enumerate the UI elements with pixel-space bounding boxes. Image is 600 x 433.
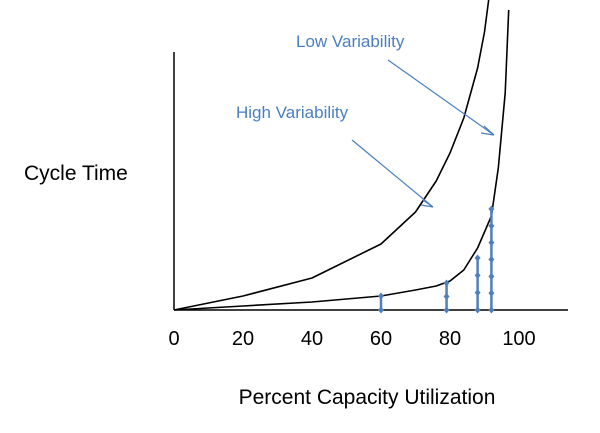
series-line-low-variability: [173, 9, 510, 311]
marker-point: [488, 222, 495, 230]
arrow-high-variability: [351, 139, 434, 208]
marker-point: [488, 272, 495, 280]
x-tick-label: 80: [439, 328, 461, 350]
arrowhead-low-variability: [480, 125, 495, 136]
marker-point: [488, 289, 495, 297]
marker-point: [443, 293, 450, 300]
marker-point: [474, 254, 481, 262]
x-axis-title: Percent Capacity Utilization: [239, 386, 496, 409]
x-tick-label: 100: [502, 328, 535, 350]
marker-point: [488, 239, 495, 247]
x-tick-labels: 0 20 40 60 80 100: [168, 328, 535, 350]
y-axis-title: Cycle Time: [24, 162, 128, 185]
annotation-high-variability: High Variability: [236, 103, 349, 122]
marker-point: [488, 256, 495, 263]
curves: [173, 0, 510, 311]
arrow-low-variability: [387, 59, 495, 136]
marker-point: [488, 306, 495, 314]
x-tick-label: 40: [301, 328, 323, 350]
annotation-low-variability: Low Variability: [296, 32, 405, 51]
marker-point: [378, 292, 384, 300]
x-tick-label: 60: [370, 328, 392, 350]
marker-point: [474, 306, 481, 314]
marker-point: [443, 306, 450, 314]
marker-point: [488, 205, 495, 213]
marker-point: [474, 289, 481, 297]
marker-point: [474, 271, 481, 279]
series-line-high-variability: [173, 0, 490, 311]
x-tick-label: 0: [168, 328, 179, 350]
marker-point: [443, 279, 450, 287]
marker-point: [378, 306, 384, 314]
arrowhead-high-variability: [420, 199, 434, 208]
utilization-markers: [378, 205, 495, 314]
x-tick-label: 20: [232, 328, 254, 350]
